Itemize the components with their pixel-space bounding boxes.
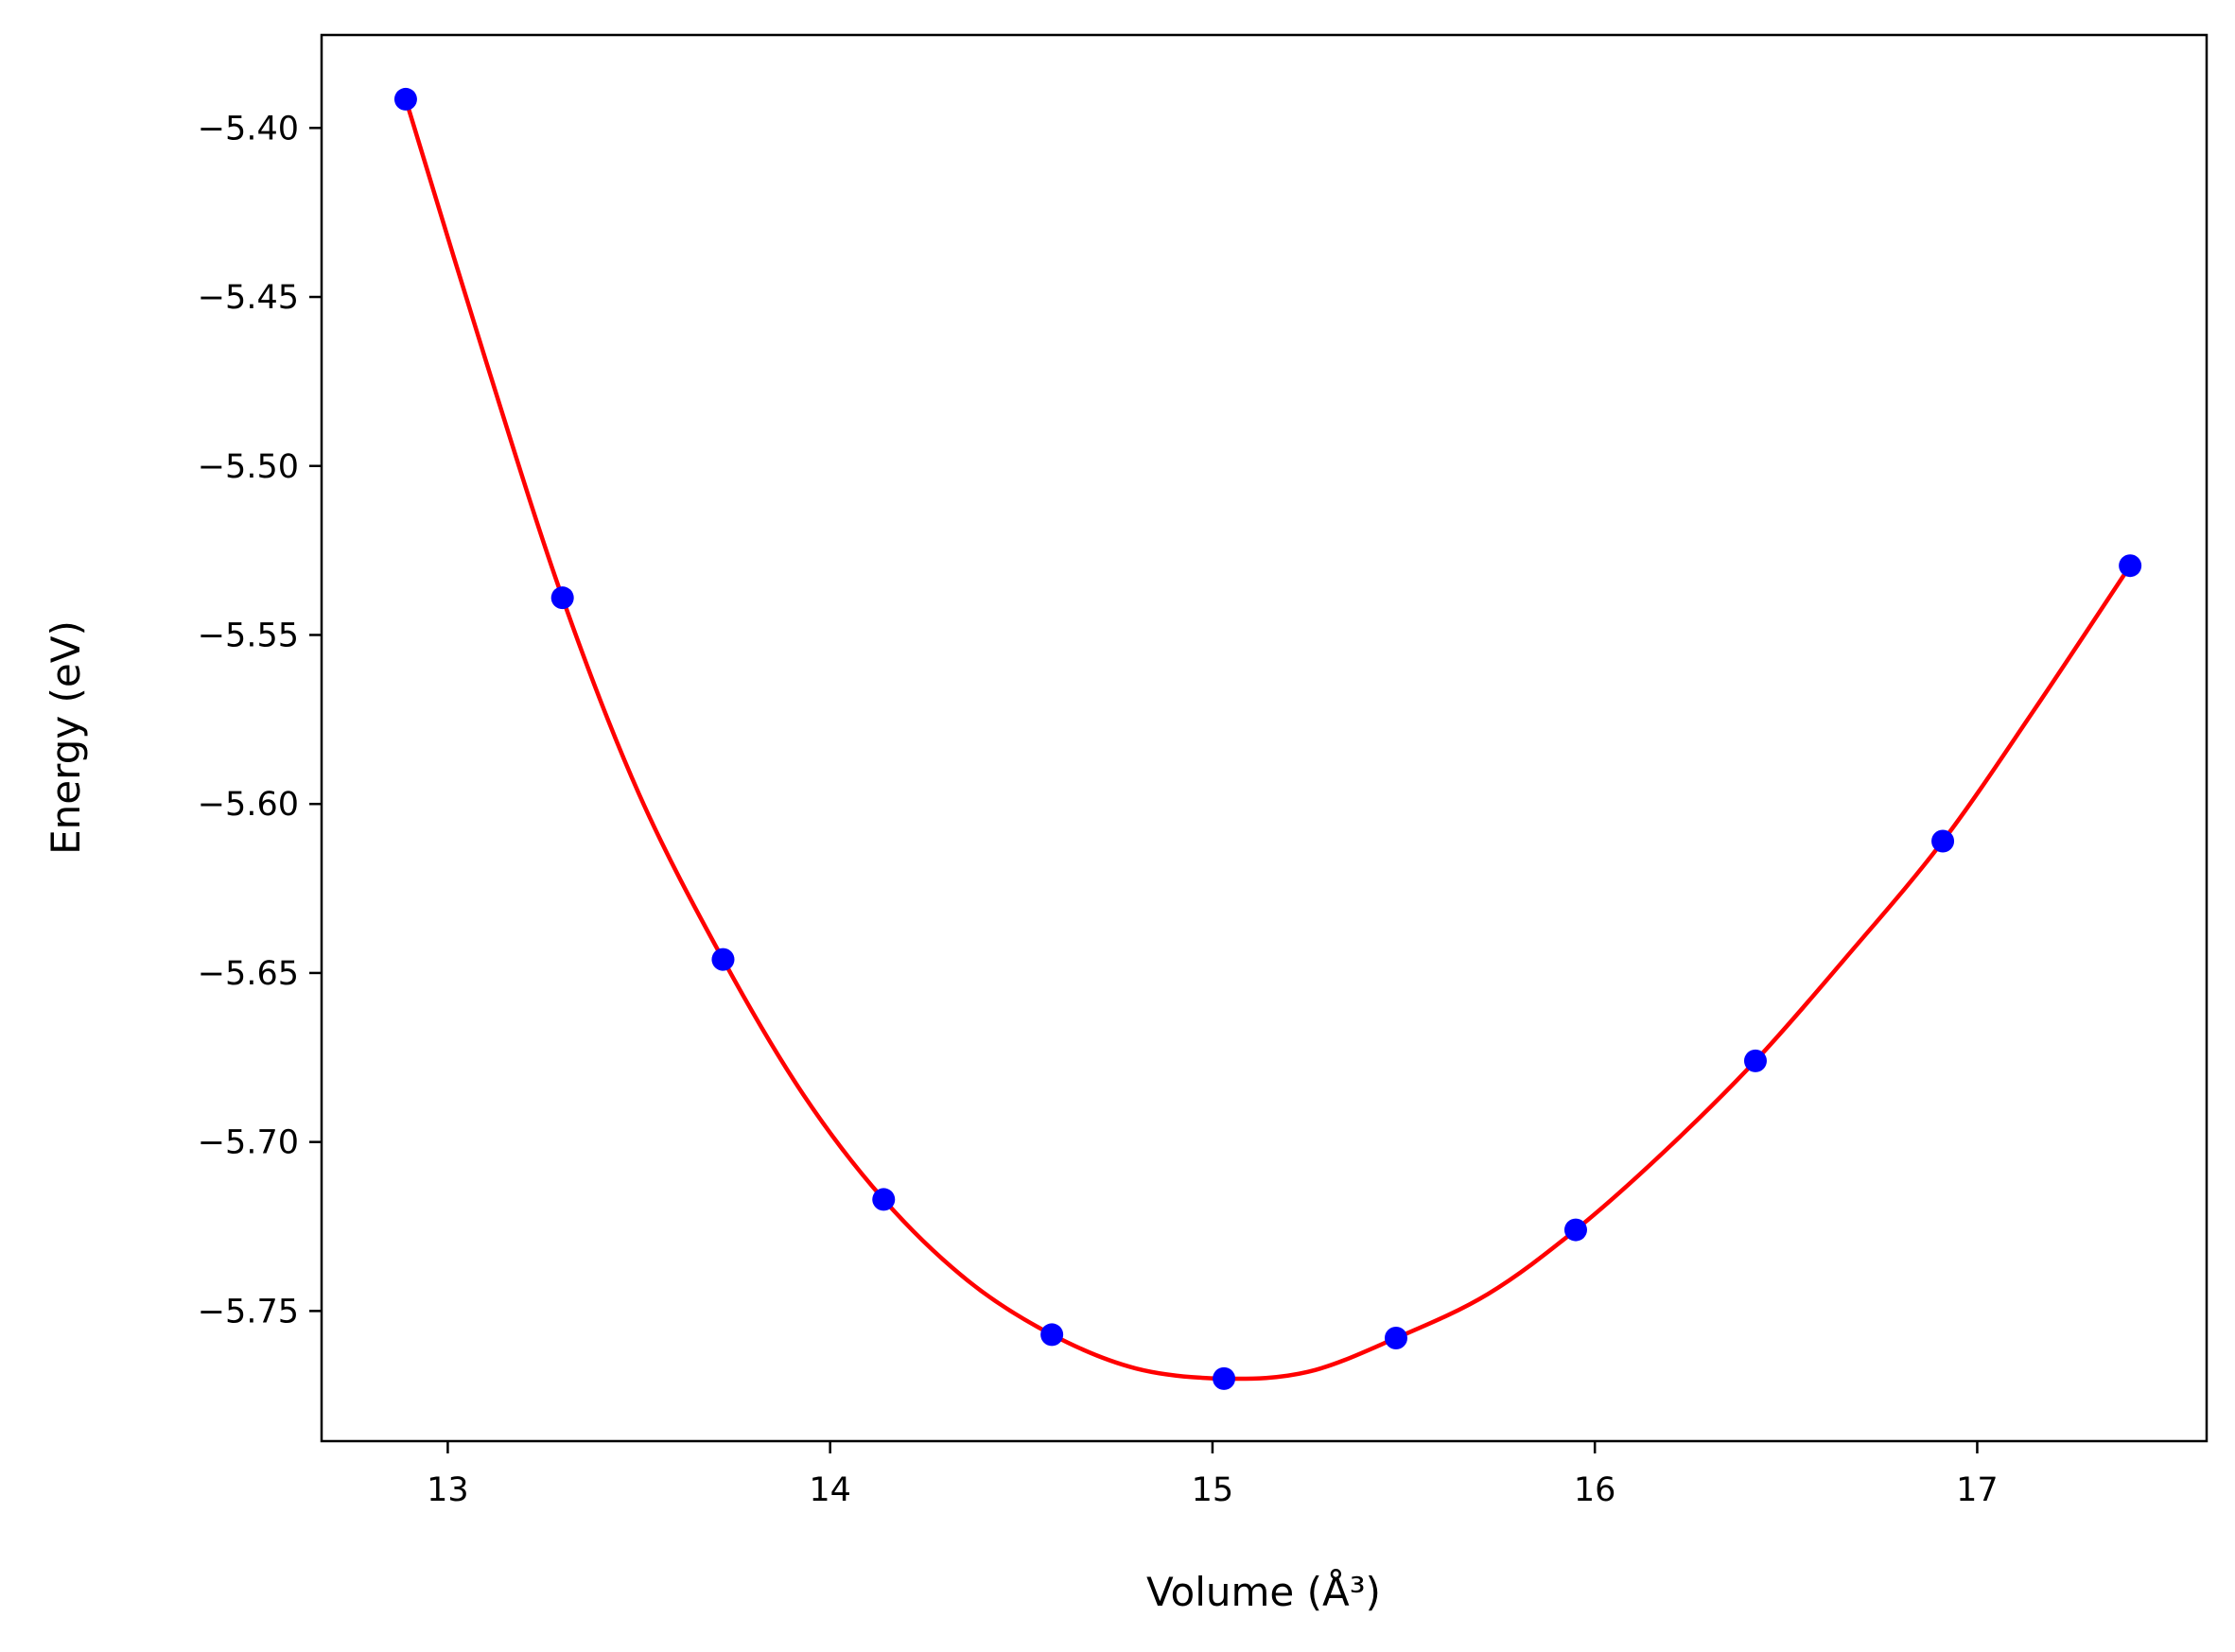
y-tick-label: −5.70 bbox=[198, 1124, 299, 1162]
data-point bbox=[1931, 829, 1955, 853]
data-point bbox=[1743, 1049, 1767, 1072]
plot-frame bbox=[320, 33, 2209, 1443]
x-tick-label: 15 bbox=[1192, 1471, 1234, 1509]
y-tick-label: −5.55 bbox=[198, 617, 299, 654]
data-point bbox=[1384, 1326, 1407, 1349]
y-tick-label: −5.40 bbox=[198, 110, 299, 148]
fit-line-layer bbox=[403, 98, 2133, 1382]
data-point bbox=[2119, 554, 2142, 578]
y-tick-label: −5.65 bbox=[198, 955, 299, 993]
data-point bbox=[1040, 1323, 1064, 1347]
y-tick-label: −5.60 bbox=[198, 786, 299, 824]
fit-curve-line bbox=[403, 98, 2133, 1382]
data-point bbox=[550, 586, 574, 610]
x-axis: 13 14 15 16 17 bbox=[427, 1441, 1999, 1509]
y-axis-label: Energy (eV) bbox=[43, 620, 89, 855]
y-tick-label: −5.75 bbox=[198, 1293, 299, 1330]
data-point bbox=[393, 87, 417, 111]
data-point bbox=[1563, 1218, 1587, 1242]
y-tick-label: −5.50 bbox=[198, 448, 299, 486]
x-tick-label: 17 bbox=[1956, 1471, 1999, 1509]
plot-background bbox=[322, 35, 2207, 1441]
y-axis: −5.40 −5.45 −5.50 −5.55 −5.60 −5.65 −5.70 −5.75 bbox=[198, 110, 322, 1330]
points-layer bbox=[393, 87, 2142, 1390]
x-axis-label: Volume (Å³) bbox=[1146, 1568, 1381, 1615]
x-tick-label: 16 bbox=[1574, 1471, 1616, 1509]
data-point bbox=[711, 948, 735, 971]
x-tick-label: 14 bbox=[809, 1471, 851, 1509]
data-point bbox=[872, 1188, 896, 1211]
x-tick-label: 13 bbox=[427, 1471, 469, 1509]
data-point bbox=[1213, 1366, 1236, 1390]
y-tick-label: −5.45 bbox=[198, 279, 299, 317]
